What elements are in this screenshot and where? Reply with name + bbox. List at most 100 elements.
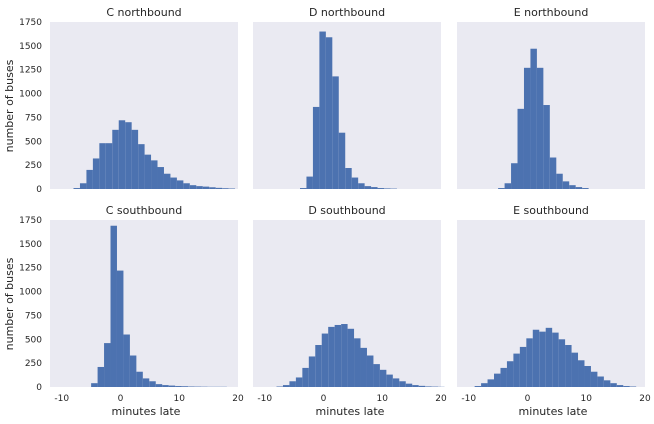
panel-c-southbound: C southbound 0 250 500 750 1000 1250 1500 1750 -1… <box>19 204 244 404</box>
histogram-bar <box>418 385 426 387</box>
histogram-bar <box>584 366 591 387</box>
histogram-bar <box>590 371 598 387</box>
histogram-bar <box>155 384 163 387</box>
histogram-bar <box>545 327 553 387</box>
panel-title: D southbound <box>308 204 385 217</box>
panel-title: C northbound <box>106 6 181 19</box>
histogram-bar <box>371 187 378 189</box>
histogram-bar <box>399 381 406 387</box>
panel-e-northbound: E northbound <box>457 6 645 189</box>
histogram-bar <box>565 345 572 387</box>
panel-e-southbound: E southbound -10 0 10 20 <box>457 204 651 404</box>
x-tick-label: 0 <box>525 394 531 404</box>
histogram-bar <box>392 378 400 387</box>
y-tick-label: 1750 <box>19 18 42 28</box>
histogram-bar <box>289 381 296 387</box>
x-tick-label: 20 <box>435 394 447 404</box>
histogram-bar <box>144 154 152 189</box>
y-tick-label: 1000 <box>19 288 42 298</box>
histogram-bar <box>138 144 145 189</box>
histogram-bar <box>539 331 546 387</box>
histogram-bar <box>532 329 540 387</box>
histogram-bar <box>116 270 124 387</box>
histogram-bar <box>517 108 524 189</box>
y-tick-label: 750 <box>25 311 42 321</box>
histogram-bar <box>347 328 355 387</box>
histogram-bar <box>575 187 583 189</box>
histogram-bar <box>562 181 570 189</box>
histogram-bar <box>308 356 316 387</box>
panel-background <box>50 220 238 387</box>
histogram-bar <box>345 168 352 189</box>
histogram-bar <box>360 347 367 387</box>
y-tick-label: 1750 <box>19 216 42 226</box>
histogram-bar <box>481 383 488 387</box>
histogram-bar <box>163 173 171 189</box>
histogram-bar <box>616 385 624 387</box>
histogram-bar <box>312 106 320 189</box>
histogram-bar <box>511 163 518 189</box>
x-tick-label: 20 <box>639 394 651 404</box>
histogram-bar <box>175 386 182 387</box>
histogram-bar <box>379 369 387 387</box>
y-tick-label: 1500 <box>19 42 42 52</box>
histogram-bar <box>332 76 339 189</box>
histogram-bar <box>79 183 87 189</box>
y-axis-label-bottom: number of buses <box>3 257 16 350</box>
histogram-bar <box>129 355 137 387</box>
histogram-bar <box>196 186 203 189</box>
y-tick-label: 500 <box>25 335 42 345</box>
histogram-bar <box>358 183 365 189</box>
histogram-bar <box>526 338 533 387</box>
histogram-bar <box>494 373 501 387</box>
histogram-bar <box>91 383 98 387</box>
histogram-bar <box>377 188 385 189</box>
y-tick-label: 500 <box>25 137 42 147</box>
histogram-bar <box>513 353 520 387</box>
histogram-bar <box>519 346 527 387</box>
histogram-bar <box>373 364 380 387</box>
histogram-bar <box>325 37 333 189</box>
histogram-bar <box>558 339 566 387</box>
y-tick-label: 750 <box>25 113 42 123</box>
y-tick-label: 1500 <box>19 240 42 250</box>
histogram-bar <box>425 386 432 387</box>
histogram-bar <box>168 385 176 387</box>
histogram-bar <box>215 187 223 189</box>
histogram-bar <box>157 167 164 189</box>
histogram-bar <box>123 334 130 387</box>
y-tick-label: 1000 <box>19 90 42 100</box>
histogram-bar <box>543 105 550 189</box>
panel-title: C southbound <box>106 204 183 217</box>
panel-title: D northbound <box>309 6 385 19</box>
y-tick-label: 250 <box>25 161 42 171</box>
x-tick-label: 10 <box>174 394 186 404</box>
histogram-bar <box>582 188 589 189</box>
histogram-bar <box>498 188 505 189</box>
histogram-bar <box>338 132 346 189</box>
panel-d-northbound: D northbound <box>253 6 441 189</box>
histogram-bar <box>504 183 512 189</box>
histogram-bar <box>319 31 326 189</box>
histogram-bar <box>306 176 313 189</box>
histogram-bar <box>500 367 507 387</box>
histogram-bar <box>112 129 119 189</box>
histogram-bar <box>569 185 576 189</box>
histogram-bar <box>202 186 210 189</box>
histogram-bar <box>142 378 150 387</box>
x-tick-label: 0 <box>118 394 124 404</box>
y-tick-label: 0 <box>36 383 42 393</box>
panel-d-southbound: D southbound -10 0 10 20 <box>253 204 447 404</box>
histogram-bar <box>597 376 604 387</box>
x-axis-label-left: minutes late <box>112 405 181 418</box>
x-tick-label: -10 <box>257 394 272 404</box>
histogram-bar <box>623 386 630 387</box>
x-tick-label: -10 <box>54 394 69 404</box>
y-tick-label: 250 <box>25 359 42 369</box>
panels-layer: C northbound02505007501000125015001750D … <box>19 6 651 404</box>
histogram-bar <box>151 160 158 189</box>
histogram-bar <box>92 158 100 189</box>
x-tick-label: 20 <box>232 394 244 404</box>
histogram-bar <box>351 177 359 189</box>
